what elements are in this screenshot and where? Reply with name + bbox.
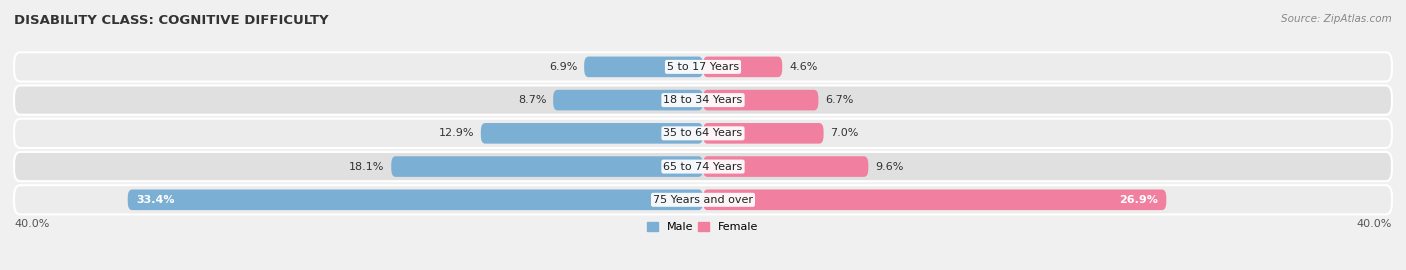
Text: 5 to 17 Years: 5 to 17 Years (666, 62, 740, 72)
FancyBboxPatch shape (703, 123, 824, 144)
FancyBboxPatch shape (14, 119, 1392, 148)
FancyBboxPatch shape (553, 90, 703, 110)
Legend: Male, Female: Male, Female (643, 218, 763, 237)
Text: 65 to 74 Years: 65 to 74 Years (664, 161, 742, 171)
FancyBboxPatch shape (14, 52, 1392, 82)
Text: 26.9%: 26.9% (1119, 195, 1157, 205)
FancyBboxPatch shape (703, 57, 782, 77)
FancyBboxPatch shape (14, 152, 1392, 181)
Text: 18.1%: 18.1% (349, 161, 384, 171)
Text: 9.6%: 9.6% (875, 161, 904, 171)
FancyBboxPatch shape (583, 57, 703, 77)
FancyBboxPatch shape (14, 185, 1392, 214)
Text: 8.7%: 8.7% (517, 95, 547, 105)
FancyBboxPatch shape (128, 190, 703, 210)
Text: 75 Years and over: 75 Years and over (652, 195, 754, 205)
Text: 4.6%: 4.6% (789, 62, 817, 72)
Text: 35 to 64 Years: 35 to 64 Years (664, 128, 742, 138)
FancyBboxPatch shape (391, 156, 703, 177)
FancyBboxPatch shape (481, 123, 703, 144)
Text: 33.4%: 33.4% (136, 195, 174, 205)
Text: 7.0%: 7.0% (831, 128, 859, 138)
Text: 12.9%: 12.9% (439, 128, 474, 138)
Text: Source: ZipAtlas.com: Source: ZipAtlas.com (1281, 14, 1392, 23)
FancyBboxPatch shape (703, 90, 818, 110)
Text: 6.7%: 6.7% (825, 95, 853, 105)
Text: 40.0%: 40.0% (1357, 219, 1392, 229)
FancyBboxPatch shape (703, 190, 1167, 210)
Text: 18 to 34 Years: 18 to 34 Years (664, 95, 742, 105)
FancyBboxPatch shape (14, 86, 1392, 115)
FancyBboxPatch shape (703, 156, 869, 177)
Text: DISABILITY CLASS: COGNITIVE DIFFICULTY: DISABILITY CLASS: COGNITIVE DIFFICULTY (14, 14, 329, 26)
Text: 6.9%: 6.9% (548, 62, 578, 72)
Text: 40.0%: 40.0% (14, 219, 49, 229)
